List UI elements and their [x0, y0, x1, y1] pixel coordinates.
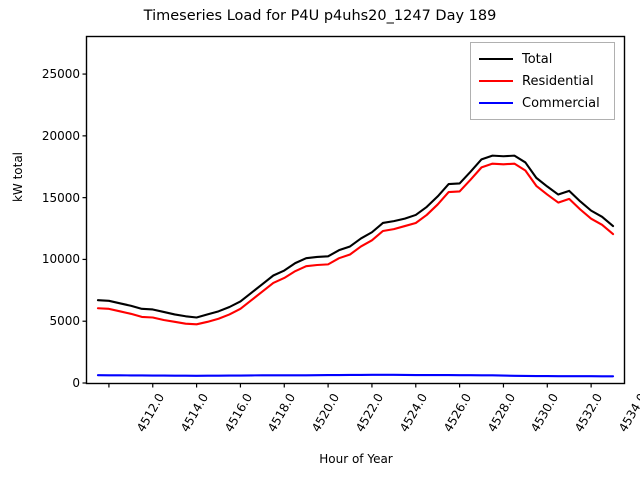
legend-label-residential: Residential	[522, 73, 594, 89]
series-line-total	[96, 154, 615, 319]
legend-item-residential: Residential	[477, 70, 608, 92]
chart-legend: Total Residential Commercial	[470, 42, 615, 120]
chart-title: Timeseries Load for P4U p4uhs20_1247 Day…	[143, 8, 497, 24]
legend-item-total: Total	[477, 48, 608, 70]
axis-tick-marks	[82, 73, 592, 388]
y-tick-label: 10000	[41, 252, 80, 267]
y-tick-label: 15000	[41, 190, 80, 205]
y-tick-label: 5000	[49, 314, 80, 329]
y-axis-tick-labels: 0 5000 10000 15000 20000 25000	[16, 0, 80, 480]
legend-label-total: Total	[522, 51, 553, 67]
legend-label-commercial: Commercial	[522, 95, 600, 111]
y-tick-label: 0	[72, 376, 80, 390]
legend-swatch-residential	[479, 80, 513, 82]
x-axis-label: Hour of Year	[319, 452, 393, 466]
series-line-commercial	[96, 373, 615, 378]
y-tick-label: 25000	[41, 67, 80, 82]
legend-swatch-commercial	[479, 102, 513, 104]
series-line-residential	[96, 162, 615, 326]
data-series-group	[96, 154, 615, 378]
y-tick-label: 20000	[41, 128, 80, 143]
legend-item-commercial: Commercial	[477, 92, 608, 114]
legend-swatch-total	[479, 58, 513, 60]
